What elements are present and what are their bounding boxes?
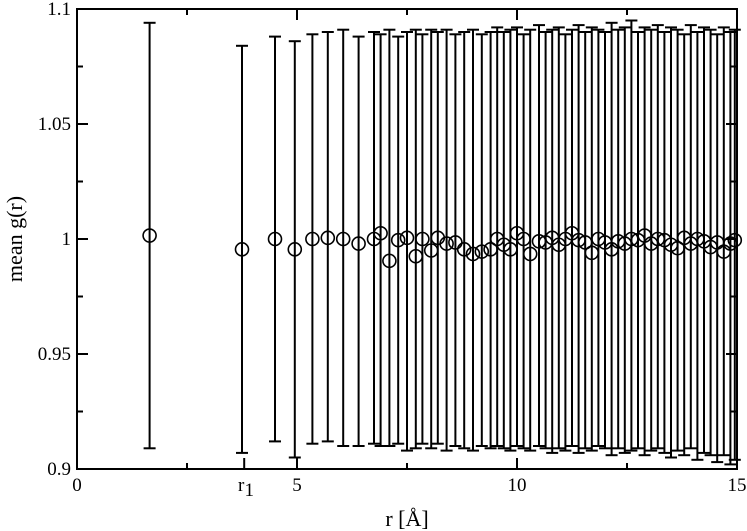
x-tick-label: 15 (728, 475, 747, 496)
data-point (465, 246, 481, 262)
data-point (415, 231, 430, 247)
data-point (373, 225, 388, 241)
x-axis-title: r [Å] (385, 506, 428, 531)
data-point (305, 231, 320, 247)
data-point (382, 253, 397, 269)
data-point (423, 243, 439, 258)
y-tick-label: 1.1 (47, 0, 71, 20)
y-tick-label: 1.05 (38, 114, 71, 135)
data-point (690, 231, 705, 247)
data-point (571, 232, 586, 248)
data-point (503, 242, 518, 257)
y-tick-label: 1 (62, 229, 72, 250)
data-point (483, 242, 498, 257)
plot-area (142, 19, 743, 466)
data-point (335, 231, 351, 247)
data-point (399, 230, 415, 246)
data-point (320, 230, 336, 246)
r1-label: r (238, 475, 245, 496)
data-point (670, 240, 685, 256)
data-point (456, 242, 472, 257)
y-tick-label: 0.95 (38, 344, 71, 365)
data-point (584, 245, 600, 261)
data-point (351, 236, 366, 251)
x-tick-label: 0 (72, 475, 82, 496)
data-point (390, 232, 406, 248)
data-point (650, 231, 666, 247)
x-tick-label: 10 (508, 475, 527, 496)
data-point (516, 231, 531, 247)
r1-subscript: 1 (244, 480, 254, 501)
data-point (267, 231, 283, 247)
data-point (531, 234, 547, 249)
data-point (727, 232, 743, 248)
x-tick-label: 5 (292, 475, 302, 496)
data-point (408, 248, 424, 264)
data-point (234, 242, 250, 257)
y-axis-title: mean g(r) (2, 196, 27, 282)
data-point (522, 246, 538, 262)
data-point (577, 235, 593, 250)
data-point (142, 228, 157, 243)
data-point (439, 236, 454, 251)
data-point (474, 244, 490, 259)
data-point (287, 242, 303, 257)
y-tick-label: 0.9 (47, 459, 71, 480)
data-point (624, 231, 639, 247)
